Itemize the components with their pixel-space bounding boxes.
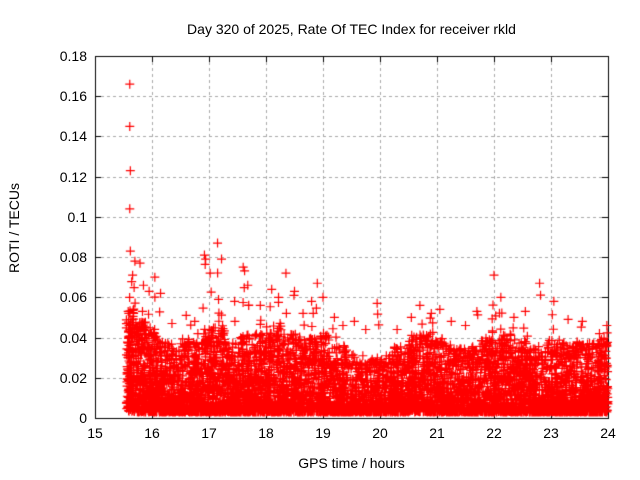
x-tick-label: 24 [600, 425, 616, 441]
x-tick-label: 19 [315, 425, 331, 441]
y-tick-label: 0.1 [67, 208, 87, 225]
y-tick-label: 0.04 [59, 329, 87, 346]
x-axis-label: GPS time / hours [298, 455, 405, 471]
x-tick-label: 17 [201, 425, 217, 441]
x-tick-label: 16 [144, 425, 160, 441]
chart-title: Day 320 of 2025, Rate Of TEC Index for r… [187, 21, 516, 37]
x-tick-label: 20 [372, 425, 388, 441]
x-tick-label: 22 [486, 425, 502, 441]
x-tick-label: 15 [87, 425, 103, 441]
x-tick-label: 23 [543, 425, 559, 441]
y-tick-label: 0.02 [59, 369, 87, 386]
y-tick-label: 0.08 [59, 249, 87, 266]
y-tick-label: 0 [79, 410, 87, 426]
y-tick-label: 0.14 [59, 128, 87, 145]
x-tick-label: 21 [429, 425, 445, 441]
x-tick-label: 18 [258, 425, 274, 441]
y-tick-label: 0.18 [59, 48, 87, 64]
y-tick-label: 0.16 [59, 88, 87, 105]
y-tick-label: 0.12 [59, 168, 87, 185]
y-tick-label: 0.06 [59, 289, 87, 306]
